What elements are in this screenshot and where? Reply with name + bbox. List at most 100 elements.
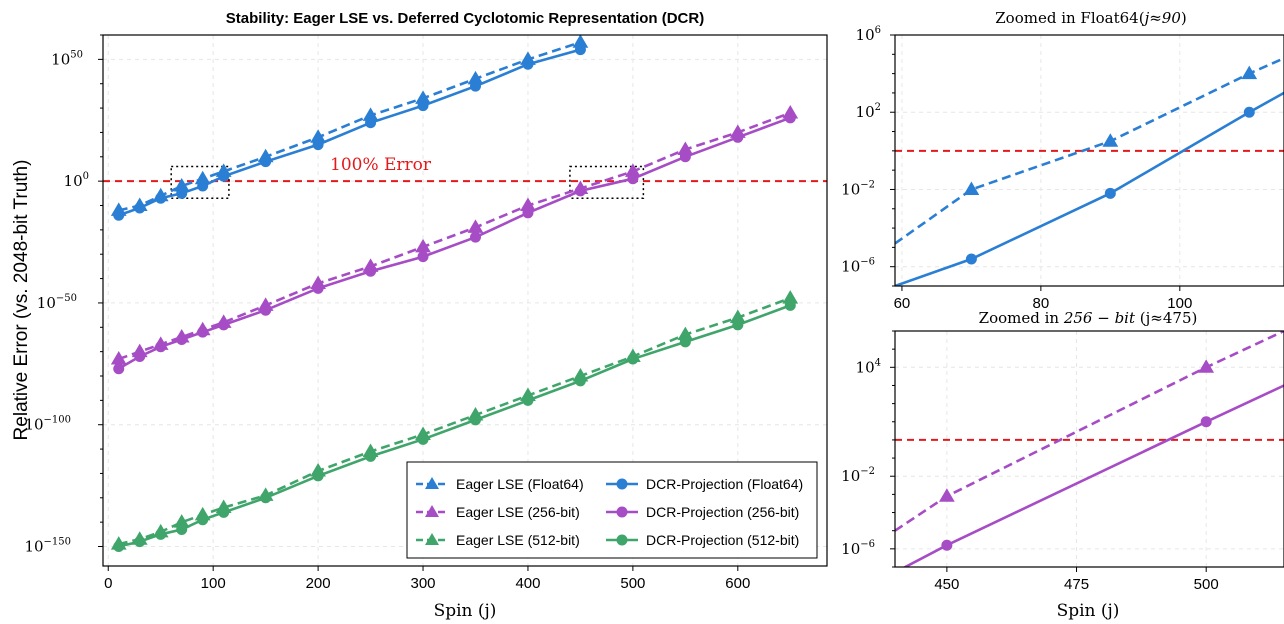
x-tick-label: 300 <box>411 575 436 592</box>
legend-triangle-marker <box>425 533 439 545</box>
circle-marker <box>155 528 167 540</box>
y-tick-label: 10−2 <box>841 466 875 485</box>
dcr-projection-line-bit256 <box>902 384 1284 567</box>
circle-marker <box>218 319 230 331</box>
zoom1-plot-frame <box>894 34 1284 287</box>
x-axis-label-text: Spin (j) <box>434 601 497 621</box>
circle-marker <box>134 202 146 214</box>
x-tick-label: 475 <box>1064 576 1089 593</box>
legend-box <box>406 461 818 559</box>
main-y-axis-label: Relative Error (vs. 2048-bit Truth) <box>11 160 32 441</box>
circle-marker <box>469 231 481 243</box>
y-tick-label: 10−150 <box>24 537 71 556</box>
circle-marker <box>574 44 586 56</box>
x-tick-label: 500 <box>1194 576 1219 593</box>
eager-lse-line-float64 <box>118 41 581 212</box>
y-tick-label: 100 <box>64 171 89 190</box>
circle-marker <box>417 251 429 263</box>
zoom2-x-axis-label: Spin (j) <box>1057 601 1120 621</box>
triangle-marker <box>1241 65 1258 80</box>
circle-marker <box>522 394 534 406</box>
circle-marker <box>113 363 125 375</box>
circle-marker <box>176 523 188 535</box>
x-tick-label: 450 <box>934 576 959 593</box>
circle-marker <box>469 414 481 426</box>
circle-marker <box>312 282 324 294</box>
circle-marker <box>574 375 586 387</box>
circle-marker <box>365 265 377 277</box>
circle-marker <box>732 131 744 143</box>
triangle-marker <box>938 488 955 502</box>
legend-circle-marker <box>616 506 628 518</box>
zoom2-y-ticks: 104 10−2 10−6 <box>841 330 895 568</box>
circle-marker <box>522 207 534 219</box>
zoom2-x-ticks: 450 475 500 <box>934 567 1219 593</box>
circle-marker <box>1243 106 1255 118</box>
circle-marker <box>417 100 429 112</box>
circle-marker <box>260 492 272 504</box>
main-plot-frame <box>102 34 828 567</box>
legend-item: Eager LSE (256-bit) <box>416 504 580 520</box>
circle-marker <box>574 185 586 197</box>
circle-marker <box>134 351 146 363</box>
main-x-ticks: 0 100 200 300 400 500 600 <box>104 566 750 592</box>
circle-marker <box>134 536 146 548</box>
legend-label: DCR-Projection (256-bit) <box>646 504 799 520</box>
circle-marker <box>113 209 125 221</box>
legend-triangle-marker <box>425 505 439 517</box>
circle-marker <box>176 333 188 345</box>
circle-marker <box>627 173 639 185</box>
circle-marker <box>679 336 691 348</box>
zoom1-series <box>895 57 1284 286</box>
legend-label: DCR-Projection (512-bit) <box>646 532 799 548</box>
legend-item: Eager LSE (Float64) <box>416 476 584 492</box>
zoom2-grid <box>895 331 1284 567</box>
circle-marker <box>522 58 534 70</box>
y-tick-label: 1050 <box>51 49 83 68</box>
legend-item: Eager LSE (512-bit) <box>416 532 580 548</box>
circle-marker <box>155 341 167 353</box>
main-chart: Stability: Eager LSE vs. Deferred Cyclot… <box>11 10 828 621</box>
circle-marker <box>469 80 481 92</box>
y-tick-label: 10−6 <box>841 539 875 558</box>
legend-triangle-marker <box>425 477 439 489</box>
circle-marker <box>197 326 209 338</box>
circle-marker <box>312 139 324 151</box>
zoom1-grid <box>895 34 1284 286</box>
zoom1-y-ticks: 106 102 10−2 10−6 <box>841 25 895 287</box>
main-series <box>110 35 799 553</box>
legend-label: Eager LSE (Float64) <box>456 476 584 492</box>
zoom-region-box <box>569 165 645 199</box>
y-tick-label: 102 <box>856 102 881 121</box>
circle-marker <box>218 506 230 518</box>
circle-marker <box>197 514 209 526</box>
circle-marker <box>218 170 230 182</box>
circle-marker <box>260 156 272 168</box>
triangle-marker <box>1198 359 1215 373</box>
circle-marker <box>365 450 377 462</box>
legend-label: Eager LSE (256-bit) <box>456 504 580 520</box>
zoom-boxes <box>170 165 645 199</box>
circle-marker <box>1104 187 1116 199</box>
circle-marker <box>312 470 324 482</box>
x-tick-label: 80 <box>1033 295 1050 312</box>
x-tick-label: 600 <box>725 575 750 592</box>
y-tick-label: 10−50 <box>37 293 77 312</box>
main-y-ticks: 1050 100 10−50 10−100 10−150 <box>24 34 103 556</box>
x-tick-label: 100 <box>1167 295 1192 312</box>
legend-item: DCR-Projection (256-bit) <box>606 504 799 520</box>
zoom1-x-ticks: 60 80 100 <box>894 286 1192 312</box>
x-tick-label: 60 <box>894 295 911 312</box>
reference-line-label: 100% Error <box>330 155 432 175</box>
legend-label: Eager LSE (512-bit) <box>456 532 580 548</box>
legend-item: DCR-Projection (512-bit) <box>606 532 799 548</box>
legend: Eager LSE (Float64) DCR-Projection (Float… <box>406 461 818 559</box>
zoom-chart-float64: Zoomed in Float64(j≈90) 60 80 100 10610210… <box>841 9 1284 312</box>
circle-marker <box>417 433 429 445</box>
circle-marker <box>113 541 125 553</box>
circle-marker <box>1200 416 1212 428</box>
x-tick-label: 500 <box>620 575 645 592</box>
circle-marker <box>941 539 953 551</box>
circle-marker <box>197 180 209 192</box>
